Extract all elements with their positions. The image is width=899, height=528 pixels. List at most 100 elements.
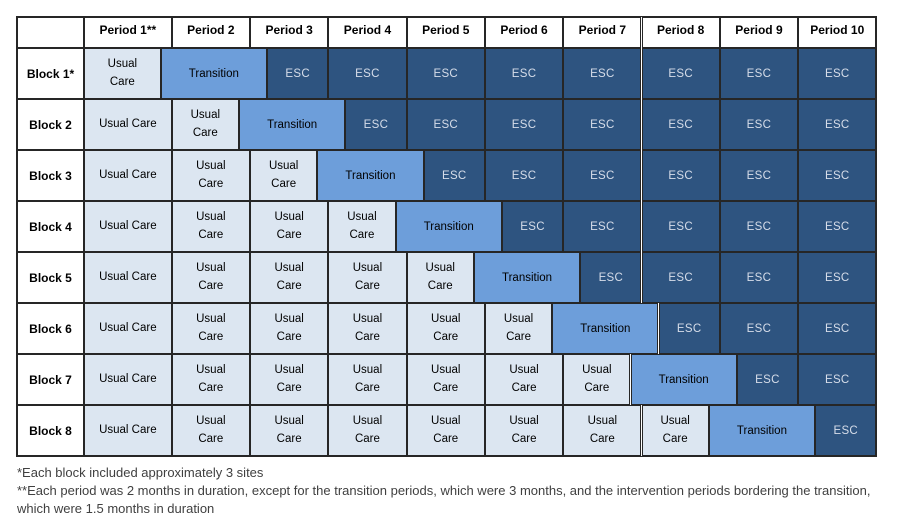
usual-care-cell: Usual Care: [484, 354, 564, 405]
usual-care-cell: Usual Care: [171, 252, 250, 303]
usual-care-cell: Usual Care: [84, 252, 172, 303]
esc-cell: ESC: [501, 201, 564, 252]
esc-cell: ESC: [580, 252, 642, 303]
esc-cell: ESC: [719, 201, 799, 252]
esc-cell: ESC: [484, 99, 564, 150]
usual-care-cell: Usual Care: [171, 354, 250, 405]
block-label-cell: Block 7: [17, 354, 84, 405]
block-label-cell: Block 4: [17, 201, 84, 252]
usual-care-cell: Usual Care: [250, 201, 329, 252]
esc-cell: ESC: [641, 99, 720, 150]
transition-cell: Transition: [239, 99, 346, 150]
usual-care-cell: Usual Care: [84, 405, 172, 456]
block-label-cell: Block 2: [17, 99, 84, 150]
block-label-cell: Block 8: [17, 405, 84, 456]
esc-cell: ESC: [563, 201, 642, 252]
period-header-cell: Period 9: [719, 17, 799, 48]
corner-cell: [17, 17, 84, 48]
usual-care-cell: Usual Care: [406, 252, 474, 303]
usual-care-cell: Usual Care: [328, 201, 396, 252]
esc-cell: ESC: [736, 354, 799, 405]
usual-care-cell: Usual Care: [328, 303, 407, 354]
period-header-cell: Period 2: [171, 17, 250, 48]
esc-cell: ESC: [641, 252, 720, 303]
transition-cell: Transition: [317, 150, 424, 201]
usual-care-cell: Usual Care: [563, 354, 631, 405]
transition-cell: Transition: [395, 201, 502, 252]
usual-care-cell: Usual Care: [250, 303, 329, 354]
esc-cell: ESC: [798, 99, 877, 150]
footnote-period-duration: **Each period was 2 months in duration, …: [17, 483, 871, 516]
usual-care-cell: Usual Care: [84, 201, 172, 252]
usual-care-cell: Usual Care: [84, 150, 172, 201]
transition-cell: Transition: [160, 48, 267, 99]
period-header-cell: Period 4: [328, 17, 407, 48]
esc-cell: ESC: [484, 150, 564, 201]
period-header-cell: Period 7: [563, 17, 642, 48]
esc-cell: ESC: [423, 150, 485, 201]
period-header-cell: Period 10: [798, 17, 877, 48]
footnotes: *Each block included approximately 3 sit…: [17, 464, 875, 518]
esc-cell: ESC: [798, 201, 877, 252]
usual-care-cell: Usual Care: [84, 354, 172, 405]
transition-cell: Transition: [473, 252, 581, 303]
usual-care-cell: Usual Care: [171, 201, 250, 252]
esc-cell: ESC: [406, 48, 485, 99]
period-header-cell: Period 1**: [84, 17, 172, 48]
esc-cell: ESC: [563, 150, 642, 201]
usual-care-cell: Usual Care: [250, 252, 329, 303]
esc-cell: ESC: [484, 48, 564, 99]
transition-cell: Transition: [552, 303, 659, 354]
esc-cell: ESC: [719, 303, 799, 354]
usual-care-cell: Usual Care: [171, 405, 250, 456]
period-header-cell: Period 8: [641, 17, 720, 48]
block-label-cell: Block 6: [17, 303, 84, 354]
esc-cell: ESC: [658, 303, 720, 354]
usual-care-cell: Usual Care: [171, 150, 250, 201]
usual-care-cell: Usual Care: [328, 252, 407, 303]
esc-cell: ESC: [719, 48, 799, 99]
period-header-cell: Period 3: [250, 17, 329, 48]
transition-cell: Transition: [630, 354, 737, 405]
esc-cell: ESC: [719, 252, 799, 303]
esc-cell: ESC: [641, 150, 720, 201]
esc-cell: ESC: [563, 48, 642, 99]
esc-cell: ESC: [798, 354, 877, 405]
esc-cell: ESC: [798, 252, 877, 303]
usual-care-cell: Usual Care: [250, 405, 329, 456]
esc-cell: ESC: [798, 150, 877, 201]
usual-care-cell: Usual Care: [641, 405, 709, 456]
esc-cell: ESC: [328, 48, 407, 99]
usual-care-cell: Usual Care: [406, 405, 485, 456]
esc-cell: ESC: [563, 99, 642, 150]
esc-cell: ESC: [719, 150, 799, 201]
usual-care-cell: Usual Care: [171, 303, 250, 354]
usual-care-cell: Usual Care: [250, 150, 318, 201]
usual-care-cell: Usual Care: [84, 99, 172, 150]
block-label-cell: Block 1*: [17, 48, 84, 99]
usual-care-cell: Usual Care: [563, 405, 642, 456]
period-header-cell: Period 6: [484, 17, 564, 48]
esc-cell: ESC: [719, 99, 799, 150]
esc-cell: ESC: [815, 405, 877, 456]
esc-cell: ESC: [641, 48, 720, 99]
usual-care-cell: Usual Care: [171, 99, 239, 150]
usual-care-cell: Usual Care: [406, 354, 485, 405]
usual-care-cell: Usual Care: [328, 405, 407, 456]
transition-cell: Transition: [708, 405, 816, 456]
usual-care-cell: Usual Care: [328, 354, 407, 405]
usual-care-cell: Usual Care: [406, 303, 485, 354]
usual-care-cell: Usual Care: [250, 354, 329, 405]
usual-care-cell: Usual Care: [84, 48, 161, 99]
esc-cell: ESC: [798, 303, 877, 354]
block-label-cell: Block 3: [17, 150, 84, 201]
footnote-block-sites: *Each block included approximately 3 sit…: [17, 465, 264, 480]
esc-cell: ESC: [406, 99, 485, 150]
usual-care-cell: Usual Care: [484, 303, 553, 354]
esc-cell: ESC: [798, 48, 877, 99]
usual-care-cell: Usual Care: [84, 303, 172, 354]
block-label-cell: Block 5: [17, 252, 84, 303]
esc-cell: ESC: [641, 201, 720, 252]
esc-cell: ESC: [345, 99, 407, 150]
